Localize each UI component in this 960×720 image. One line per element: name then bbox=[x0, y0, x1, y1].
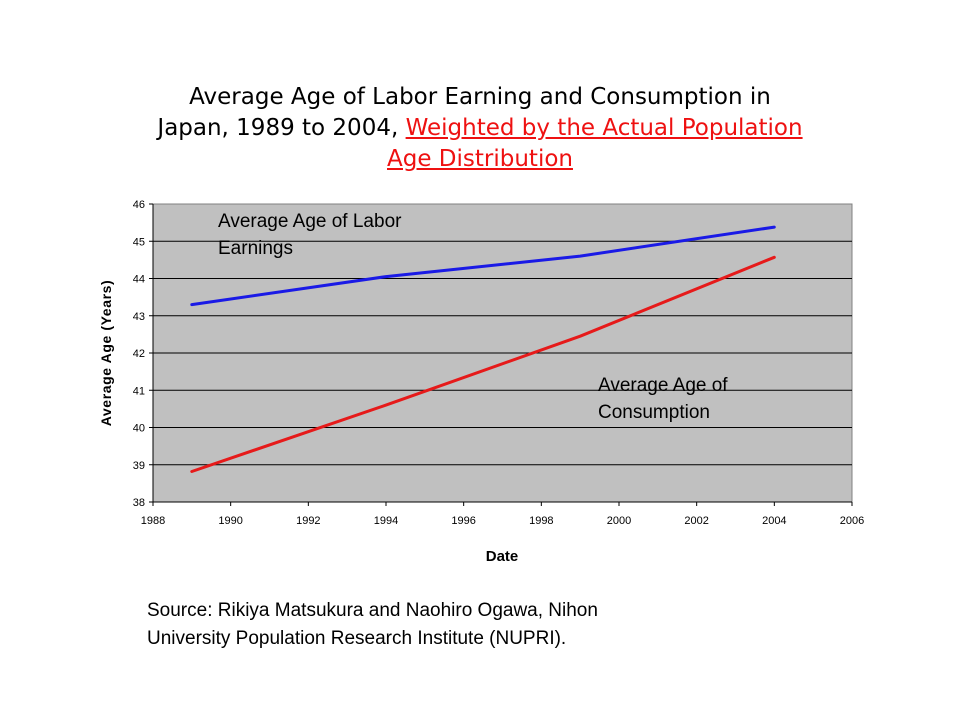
annotation-consumption: Average Age of Consumption bbox=[598, 372, 728, 426]
x-tick-label: 2004 bbox=[762, 515, 786, 527]
y-axis-label: Average Age (Years) bbox=[98, 280, 114, 427]
series-lines bbox=[190, 225, 776, 473]
annotation-consumption-line2: Consumption bbox=[598, 402, 710, 423]
series-line-1 bbox=[190, 255, 776, 473]
gridlines bbox=[153, 240, 852, 466]
y-tick-label: 41 bbox=[133, 385, 145, 397]
annotation-labor-earnings: Average Age of Labor Earnings bbox=[218, 208, 401, 262]
x-tick-label: 1990 bbox=[218, 515, 242, 527]
y-tick-label: 45 bbox=[133, 236, 145, 248]
source-line2: University Population Research Institute… bbox=[147, 628, 567, 649]
x-tick-label: 1994 bbox=[374, 515, 398, 527]
annotation-labor-line2: Earnings bbox=[218, 238, 293, 259]
x-tick-label: 1992 bbox=[296, 515, 320, 527]
annotation-consumption-line1: Average Age of bbox=[598, 375, 728, 396]
x-tick-label: 1988 bbox=[141, 515, 165, 527]
x-tick-label: 1996 bbox=[451, 515, 475, 527]
series-line-0 bbox=[190, 225, 776, 307]
y-tick-label: 39 bbox=[133, 460, 145, 472]
y-tick-label: 40 bbox=[133, 423, 145, 435]
chart-title-main: Average Age of Labor Earning and Consump… bbox=[157, 84, 771, 141]
y-tick-label: 42 bbox=[133, 348, 145, 360]
x-tick-label: 2006 bbox=[840, 515, 864, 527]
y-tick-label: 43 bbox=[133, 311, 145, 323]
x-tick-label: 2000 bbox=[607, 515, 631, 527]
y-tick-label: 38 bbox=[133, 497, 145, 509]
chart-title: Average Age of Labor Earning and Consump… bbox=[150, 82, 810, 175]
source-note: Source: Rikiya Matsukura and Naohiro Oga… bbox=[147, 597, 767, 653]
x-tick-label: 2002 bbox=[684, 515, 708, 527]
annotation-labor-line1: Average Age of Labor bbox=[218, 211, 402, 232]
x-axis-label: Date bbox=[486, 548, 519, 565]
source-line1: Source: Rikiya Matsukura and Naohiro Oga… bbox=[147, 600, 598, 621]
axes: 38 39 40 41 42 43 44 45 46 1988 1990 1992 1994 1996 19… bbox=[133, 199, 864, 527]
x-tick-label: 1998 bbox=[529, 515, 553, 527]
chart-title-highlight: Weighted by the Actual Population Age Di… bbox=[387, 115, 803, 172]
y-tick-label: 44 bbox=[133, 274, 145, 286]
y-tick-label: 46 bbox=[133, 199, 145, 211]
